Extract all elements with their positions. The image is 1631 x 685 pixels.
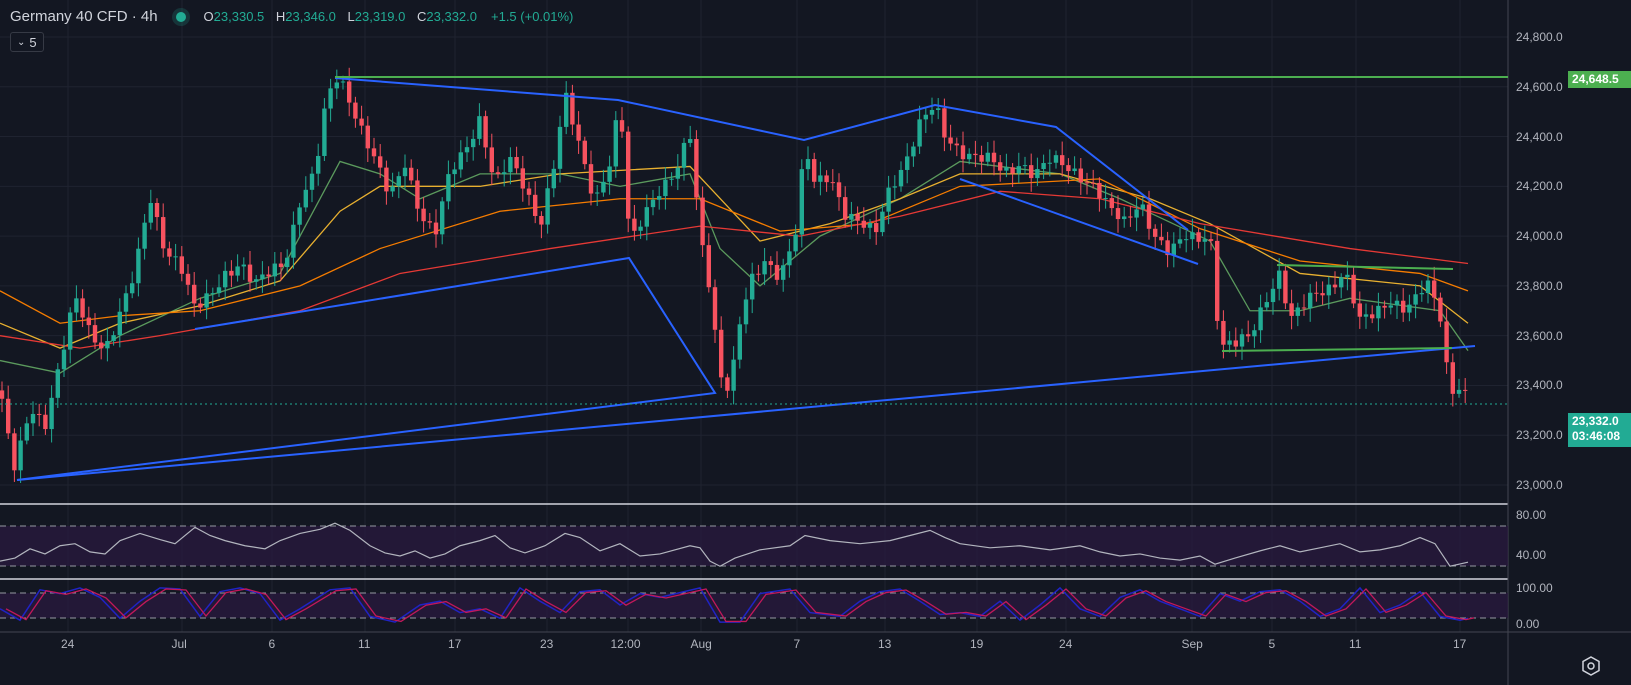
moving-averages — [0, 160, 1469, 374]
range-top-line — [1276, 264, 1454, 270]
last-price-tag: 23,332.0 03:46:08 — [1568, 413, 1631, 447]
level-lines — [335, 76, 1508, 352]
rsi-line — [0, 522, 1469, 567]
time-tick-label: 24 — [1059, 637, 1073, 651]
time-tick-label: 17 — [448, 637, 462, 651]
price-tick-label: 24,400.0 — [1516, 129, 1563, 144]
price-tick-label: 24,200.0 — [1516, 179, 1563, 194]
candles — [0, 67, 1468, 483]
price-tick-label: 24,800.0 — [1516, 30, 1563, 44]
price-tick-label: 23,200.0 — [1516, 428, 1563, 443]
time-tick-label: Aug — [690, 637, 712, 651]
trendlines — [16, 77, 1476, 481]
time-tick-label: 11 — [1349, 637, 1362, 651]
trendline-channel-lower — [959, 178, 1199, 265]
price-change: +1.5 (+0.01%) — [491, 9, 574, 24]
symbol-title[interactable]: Germany 40 CFD · 4h — [10, 8, 158, 25]
level-price-tag: 24,648.5 — [1568, 71, 1631, 88]
price-tick-label: 23,600.0 — [1516, 328, 1563, 343]
price-tick-label: 24,000.0 — [1516, 229, 1563, 244]
market-status-icon — [175, 11, 186, 22]
stoch-tick-label: 0.00 — [1516, 617, 1540, 631]
time-tick-label: Jul — [171, 637, 187, 651]
indicators-toggle-button[interactable]: ⌄ 5 — [10, 32, 44, 52]
time-tick-label: Sep — [1181, 637, 1203, 651]
price-tick-label: 23,000.0 — [1516, 478, 1563, 492]
time-tick-label: 24 — [61, 637, 75, 651]
price-tick-label: 23,800.0 — [1516, 278, 1563, 293]
trendline-lower-zigzag — [16, 256, 717, 481]
range-bottom-line — [1221, 347, 1453, 352]
stoch-band — [0, 593, 1508, 618]
stochastic-lines — [0, 586, 1475, 623]
time-tick-label: 7 — [793, 637, 801, 651]
time-tick-label: 19 — [970, 637, 984, 651]
rsi-band — [0, 526, 1508, 566]
time-tick-label: 12:00 — [610, 637, 641, 651]
time-tick-label: 11 — [358, 637, 371, 651]
time-tick-label: 5 — [1268, 637, 1276, 651]
price-tick-label: 24,600.0 — [1516, 79, 1563, 94]
chevron-down-icon: ⌄ — [17, 36, 26, 48]
price-tick-label: 23,400.0 — [1516, 378, 1563, 393]
rsi-tick-label: 40.00 — [1516, 548, 1547, 562]
settings-gear-icon[interactable] — [1580, 655, 1602, 677]
bar-countdown: 03:46:08 — [1572, 429, 1621, 443]
time-tick-label: 6 — [268, 637, 276, 651]
time-tick-label: 23 — [540, 637, 554, 651]
rsi-tick-label: 80.00 — [1516, 508, 1547, 522]
time-tick-label: 17 — [1453, 637, 1467, 651]
chart-legend: Germany 40 CFD · 4h O23,330.5 H23,346.0 … — [10, 8, 573, 25]
time-tick-label: 13 — [878, 637, 892, 651]
trendline-long-support — [16, 345, 1476, 481]
ohlc-values: O23,330.5 H23,346.0 L23,319.0 C23,332.0 — [203, 9, 477, 24]
trendline-upper-channel — [334, 77, 1189, 231]
last-price-value: 23,332.0 — [1572, 414, 1619, 428]
stoch-tick-label: 100.00 — [1516, 581, 1553, 595]
